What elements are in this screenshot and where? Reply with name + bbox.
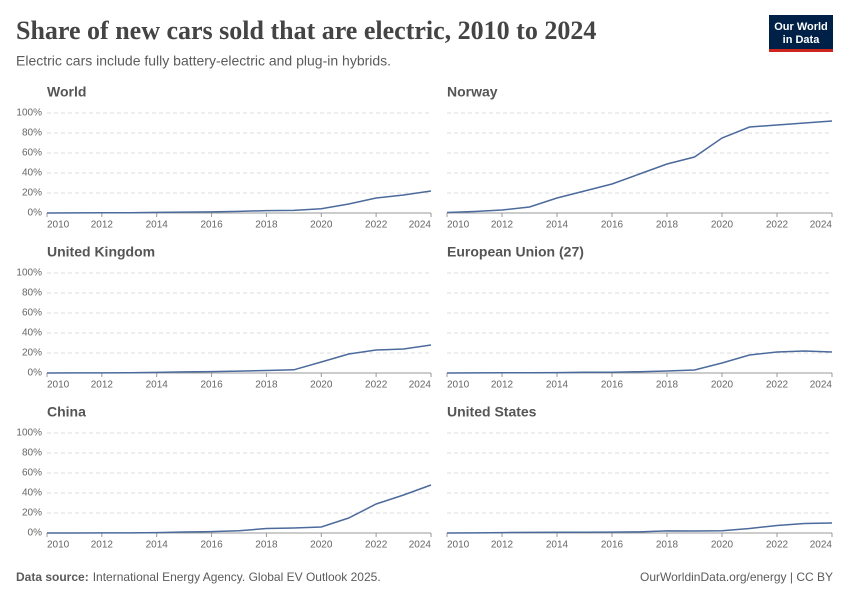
y-tick-label: 40%	[22, 328, 42, 339]
x-tick-label: 2018	[255, 540, 278, 551]
panel-title: European Union (27)	[447, 244, 584, 260]
panels: World 0% 20% 40% 60% 80% 100% 2010 2012 2014 2016 2…	[16, 84, 833, 551]
x-tick-label: 2014	[546, 540, 569, 551]
y-tick-label: 80%	[22, 128, 42, 139]
x-tick-label: 2010	[47, 220, 70, 231]
y-tick-label: 40%	[22, 488, 42, 499]
x-tick-label: 2020	[310, 540, 333, 551]
y-tick-label: 20%	[22, 188, 42, 199]
x-tick-label: 2012	[91, 540, 114, 551]
x-tick-label: 2020	[711, 540, 734, 551]
y-tick-label: 100%	[16, 268, 42, 279]
y-tick-label: 0%	[28, 368, 43, 379]
x-tick-label: 2016	[200, 540, 223, 551]
x-tick-label: 2016	[601, 220, 624, 231]
x-tick-label: 2016	[200, 380, 223, 391]
x-tick-label: 2024	[810, 220, 833, 231]
x-tick-label: 2010	[47, 380, 70, 391]
x-tick-label: 2024	[409, 380, 432, 391]
url[interactable]: OurWorldinData.org/energy | CC BY	[640, 570, 833, 584]
data-line	[446, 120, 833, 214]
data-line	[46, 344, 432, 374]
y-tick-label: 60%	[22, 308, 42, 319]
y-tick-label: 20%	[22, 348, 42, 359]
x-tick-label: 2014	[146, 380, 169, 391]
x-tick-label: 2020	[711, 220, 734, 231]
panel-title: China	[47, 404, 86, 420]
logo-box	[769, 15, 833, 52]
x-tick-label: 2010	[447, 380, 470, 391]
x-tick-label: 2016	[601, 380, 624, 391]
x-tick-label: 2022	[766, 540, 789, 551]
x-tick-label: 2020	[310, 380, 333, 391]
source-text: International Energy Agency. Global EV O…	[93, 570, 381, 584]
x-tick-label: 2012	[91, 380, 114, 391]
x-tick-label: 2022	[365, 380, 388, 391]
x-tick-label: 2024	[409, 540, 432, 551]
x-tick-label: 2010	[447, 540, 470, 551]
x-tick-label: 2020	[310, 220, 333, 231]
subtitle: Electric cars include fully battery-elec…	[16, 53, 391, 69]
x-tick-label: 2024	[409, 220, 432, 231]
logo-bar	[769, 49, 833, 52]
x-tick-label: 2022	[365, 220, 388, 231]
y-tick-label: 80%	[22, 448, 42, 459]
data-line	[446, 522, 833, 534]
x-tick-label: 2014	[146, 220, 169, 231]
x-tick-label: 2018	[656, 220, 679, 231]
x-tick-label: 2012	[491, 540, 514, 551]
data-line	[446, 350, 833, 374]
x-tick-label: 2020	[711, 380, 734, 391]
y-tick-label: 100%	[16, 428, 42, 439]
chart-title: Share of new cars sold that are electric…	[16, 16, 596, 45]
x-tick-label: 2012	[491, 380, 514, 391]
x-tick-label: 2024	[810, 380, 833, 391]
x-tick-label: 2012	[91, 220, 114, 231]
panel-title: World	[47, 84, 86, 100]
panel-title: United States	[447, 404, 537, 420]
x-tick-label: 2016	[200, 220, 223, 231]
x-tick-label: 2014	[546, 220, 569, 231]
x-tick-label: 2010	[447, 220, 470, 231]
x-tick-label: 2016	[601, 540, 624, 551]
x-tick-label: 2014	[546, 380, 569, 391]
data-line	[46, 190, 432, 214]
logo-text: Our World	[774, 21, 828, 33]
source: Data source: International Energy Agency.…	[16, 570, 381, 584]
y-tick-label: 100%	[16, 108, 42, 119]
panel-title: Norway	[447, 84, 498, 100]
x-tick-label: 2014	[146, 540, 169, 551]
x-tick-label: 2010	[47, 540, 70, 551]
y-tick-label: 60%	[22, 148, 42, 159]
x-tick-label: 2022	[365, 540, 388, 551]
y-tick-label: 60%	[22, 468, 42, 479]
y-tick-label: 0%	[28, 528, 43, 539]
panel-title: United Kingdom	[47, 244, 155, 260]
logo-text: in Data	[783, 34, 821, 46]
x-tick-label: 2018	[255, 220, 278, 231]
x-tick-label: 2012	[491, 220, 514, 231]
data-line	[47, 484, 432, 534]
x-tick-label: 2018	[656, 540, 679, 551]
y-tick-label: 0%	[28, 208, 43, 219]
x-tick-label: 2018	[656, 380, 679, 391]
y-tick-label: 20%	[22, 508, 42, 519]
x-tick-label: 2024	[810, 540, 833, 551]
source-label: Data source:	[16, 570, 89, 584]
y-tick-label: 40%	[22, 168, 42, 179]
x-tick-label: 2022	[766, 380, 789, 391]
x-tick-label: 2022	[766, 220, 789, 231]
y-tick-label: 80%	[22, 288, 42, 299]
logo[interactable]: Our World in Data	[769, 15, 833, 52]
x-tick-label: 2018	[255, 380, 278, 391]
